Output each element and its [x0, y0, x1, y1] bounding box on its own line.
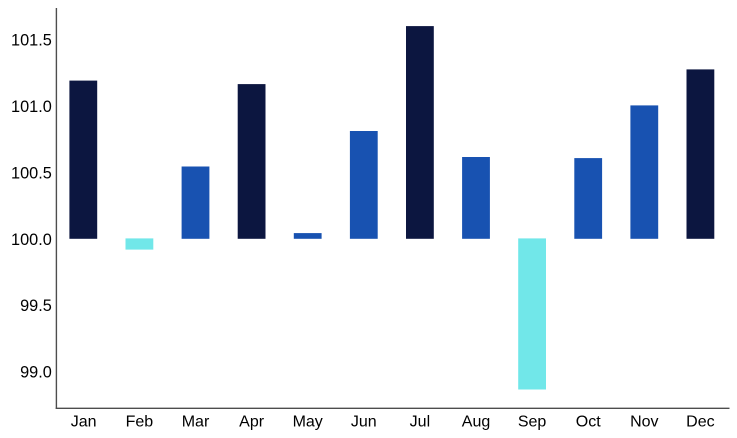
svg-text:Feb: Feb: [126, 413, 154, 430]
svg-text:101.5: 101.5: [11, 32, 52, 50]
svg-text:Jan: Jan: [71, 413, 97, 430]
svg-text:101.0: 101.0: [11, 98, 52, 116]
svg-text:Sep: Sep: [518, 413, 547, 430]
svg-text:Nov: Nov: [630, 413, 658, 430]
svg-text:100.0: 100.0: [11, 231, 52, 249]
svg-text:Aug: Aug: [462, 413, 490, 430]
svg-text:Dec: Dec: [686, 413, 714, 430]
svg-text:Mar: Mar: [182, 413, 210, 430]
svg-text:99.0: 99.0: [20, 364, 52, 382]
svg-text:100.5: 100.5: [11, 164, 52, 182]
svg-text:Jul: Jul: [410, 413, 430, 430]
svg-text:Apr: Apr: [239, 413, 265, 430]
svg-text:99.5: 99.5: [20, 297, 52, 315]
svg-text:Oct: Oct: [576, 413, 601, 430]
svg-text:May: May: [293, 413, 323, 430]
svg-text:Jun: Jun: [351, 413, 377, 430]
